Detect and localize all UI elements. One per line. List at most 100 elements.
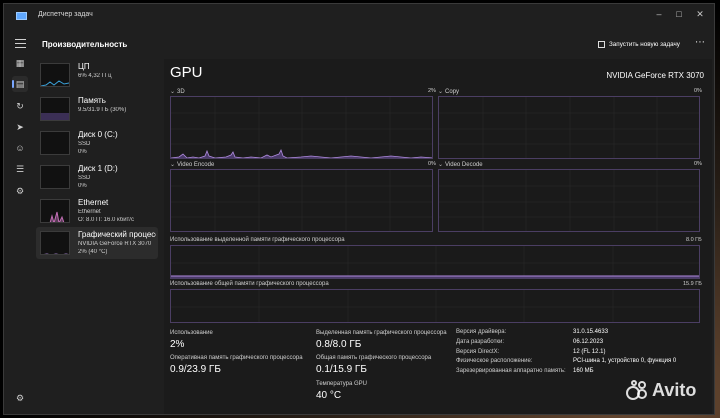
dedicated-memory-graph [170, 245, 700, 279]
driver-version-label: Версия драйвера: [456, 329, 507, 335]
chevron-down-icon: ⌄ [438, 162, 444, 168]
engine-selector-video-decode[interactable]: ⌄ Video Decode [438, 161, 483, 168]
sidebar-item-title: Память [78, 96, 106, 105]
sidebar-item-title: Диск 1 (D:) [78, 164, 118, 173]
sidebar-item-subtitle: 9.5/31.9 ГБ (30%) [78, 107, 127, 113]
engine-selector-copy[interactable]: ⌄ Copy [438, 88, 459, 95]
directx-version-value: 12 (FL 12.1) [573, 349, 606, 355]
close-icon[interactable]: ✕ [696, 9, 704, 19]
graph-video-decode [438, 169, 700, 232]
task-manager-window: Диспетчер задач – □ ✕ Производительность… [3, 3, 715, 415]
maximize-icon[interactable]: □ [676, 9, 682, 19]
physical-location-value: PCI-шина 1, устройство 0, функция 0 [573, 358, 677, 364]
chevron-down-icon: ⌄ [170, 162, 176, 168]
shared-memory-label: Использование общей памяти графического … [170, 281, 329, 287]
graph-3d-max: 2% [428, 88, 436, 94]
run-new-task-label: Запустить новую задачу [609, 41, 680, 48]
avito-watermark-text: Avito [652, 380, 697, 400]
sidebar-item-subtitle: SSD [78, 175, 91, 181]
sidebar-item-memory[interactable]: Память 9.5/31.9 ГБ (30%) [36, 93, 158, 125]
avito-logo-icon [626, 380, 647, 400]
reserved-memory-value: 160 МБ [573, 368, 594, 374]
title-bar: Диспетчер задач – □ ✕ [4, 4, 714, 28]
sidebar-item-title: ЦП [78, 62, 90, 71]
more-options-icon[interactable]: ⋯ [695, 37, 705, 48]
graph-video-decode-max: 0% [694, 161, 702, 167]
graph-3d [170, 96, 433, 159]
sidebar-item-value: 2% (40 °C) [78, 249, 108, 255]
gpu-detail-panel: GPU NVIDIA GeForce RTX 3070 ⌄ 3D 2% ⌄ Copy… [164, 59, 712, 414]
graph-copy-max: 0% [694, 88, 702, 94]
task-manager-icon [16, 12, 27, 20]
minimize-icon[interactable]: – [656, 9, 662, 19]
sidebar-item-gpu[interactable]: Графический процессор NVIDIA GeForce RTX… [36, 227, 158, 259]
sidebar-item-ethernet[interactable]: Ethernet Ethernet О: 8.0 П: 16.0 кбит/с [36, 195, 158, 227]
sidebar-item-value: 0% [78, 183, 87, 189]
graph-3d-label: 3D [177, 89, 185, 95]
usage-value: 2% [170, 339, 185, 350]
dedicated-memory-label: Использование выделенной памяти графичес… [170, 237, 345, 243]
gpu-temperature-label: Температура GPU [316, 381, 368, 387]
resource-list: ЦП 6% 4,32 ГГц Память 9.5/31.9 ГБ (30%) … [36, 59, 158, 259]
sidebar-item-title: Графический процессор [78, 230, 156, 239]
reserved-memory-label: Зарезервированная аппаратно память: [456, 368, 566, 374]
dedicated-memory-max: 8.0 ГБ [686, 237, 702, 243]
hamburger-menu-icon[interactable] [15, 39, 26, 49]
sidebar-item-value: 0% [78, 149, 87, 155]
users-icon[interactable]: ☺ [15, 143, 25, 153]
page-title: Производительность [42, 40, 128, 49]
sidebar-item-subtitle: SSD [78, 141, 91, 147]
chevron-down-icon: ⌄ [438, 89, 444, 95]
disk0-thumbnail-graph [40, 131, 70, 155]
sidebar-item-cpu[interactable]: ЦП 6% 4,32 ГГц [36, 59, 158, 91]
chevron-down-icon: ⌄ [170, 89, 176, 95]
engine-selector-3d[interactable]: ⌄ 3D [170, 88, 185, 95]
sidebar-item-title: Диск 0 (C:) [78, 130, 118, 139]
physical-location-label: Физическое расположение: [456, 358, 533, 364]
gpu-memory-value: 0.9/23.9 ГБ [170, 364, 221, 375]
services-icon[interactable]: ⚙ [15, 186, 25, 196]
engine-selector-video-encode[interactable]: ⌄ Video Encode [170, 161, 214, 168]
shared-memory-stat-value: 0.1/15.9 ГБ [316, 364, 367, 375]
gpu-model-name: NVIDIA GeForce RTX 3070 [606, 71, 704, 80]
memory-thumbnail-graph [40, 97, 70, 121]
driver-date-label: Дата разработки: [456, 339, 505, 345]
graph-video-encode-label: Video Encode [177, 162, 215, 168]
sidebar-item-subtitle: 6% 4,32 ГГц [78, 73, 112, 79]
gpu-thumbnail-graph [40, 231, 70, 255]
window-title: Диспетчер задач [38, 11, 93, 18]
graph-video-encode-max: 0% [428, 161, 436, 167]
driver-version-value: 31.0.15.4633 [573, 329, 609, 335]
performance-icon[interactable]: ▤ [12, 76, 28, 92]
processes-icon[interactable]: ▦ [15, 58, 25, 68]
sidebar-item-disk1[interactable]: Диск 1 (D:) SSD 0% [36, 161, 158, 193]
startup-apps-icon[interactable]: ➤ [16, 122, 24, 132]
cpu-thumbnail-graph [40, 63, 70, 87]
shared-memory-graph [170, 289, 700, 323]
gpu-heading: GPU [170, 64, 203, 81]
gpu-temperature-value: 40 °C [316, 390, 342, 401]
sidebar-item-subtitle: NVIDIA GeForce RTX 3070 [78, 241, 152, 247]
run-task-icon [598, 41, 605, 48]
app-history-icon[interactable]: ↻ [16, 101, 24, 111]
settings-icon[interactable]: ⚙ [15, 393, 25, 403]
run-new-task-button[interactable]: Запустить новую задачу [594, 37, 686, 53]
sidebar-item-title: Ethernet [78, 198, 109, 207]
gpu-memory-label: Оперативная память графического процессо… [170, 355, 303, 361]
header: Производительность Запустить новую задач… [4, 32, 714, 58]
directx-version-label: Версия DirectX: [456, 349, 500, 355]
usage-label: Использование [170, 330, 213, 336]
shared-memory-max: 15.9 ГБ [683, 281, 702, 287]
sidebar-item-value: О: 8.0 П: 16.0 кбит/с [78, 217, 134, 223]
dedicated-memory-stat-value: 0.8/8.0 ГБ [316, 339, 362, 350]
sidebar-item-subtitle: Ethernet [78, 209, 101, 215]
graph-video-decode-label: Video Decode [445, 162, 483, 168]
ethernet-thumbnail-graph [40, 199, 70, 223]
shared-memory-stat-label: Общая память графического процессора [316, 355, 432, 361]
sidebar-item-disk0[interactable]: Диск 0 (C:) SSD 0% [36, 127, 158, 159]
disk1-thumbnail-graph [40, 165, 70, 189]
graph-video-encode [170, 169, 433, 232]
dedicated-memory-stat-label: Выделенная память графического процессор… [316, 330, 447, 336]
details-icon[interactable]: ☰ [15, 164, 25, 174]
graph-copy-label: Copy [445, 89, 460, 95]
